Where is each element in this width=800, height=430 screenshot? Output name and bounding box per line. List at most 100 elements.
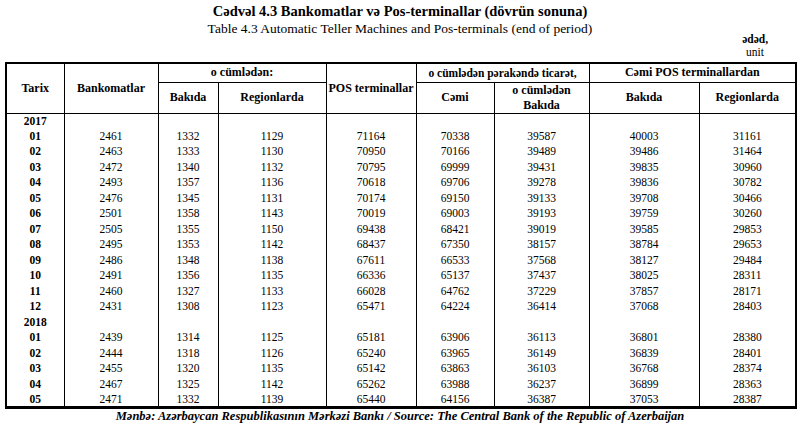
value-cell: 1142 xyxy=(218,377,326,393)
value-cell: 65181 xyxy=(326,330,416,346)
value-cell: 1139 xyxy=(218,392,326,408)
month-label: 05 xyxy=(6,392,64,408)
value-cell: 30960 xyxy=(699,160,796,176)
value-cell: 36801 xyxy=(589,330,699,346)
data-table: Tarix Bankomatlar o cümlədən: POS termin… xyxy=(5,62,797,409)
value-cell: 36113 xyxy=(494,330,589,346)
month-label: 12 xyxy=(6,299,64,315)
table-body: 2017012461133211297116470338395874000331… xyxy=(6,113,796,408)
value-cell: 2463 xyxy=(64,144,158,160)
value-cell: 70795 xyxy=(326,160,416,176)
table-row: 102491135611356633665137374373802528311 xyxy=(6,268,796,284)
table-row: 012461133211297116470338395874000331161 xyxy=(6,129,796,145)
value-cell: 36387 xyxy=(494,392,589,408)
value-cell: 63863 xyxy=(416,361,494,377)
value-cell: 1314 xyxy=(158,330,218,346)
value-cell: 1131 xyxy=(218,191,326,207)
value-cell: 64762 xyxy=(416,284,494,300)
year-row: 2018 xyxy=(6,315,796,331)
value-cell: 40003 xyxy=(589,129,699,145)
value-cell: 37437 xyxy=(494,268,589,284)
value-cell: 30260 xyxy=(699,206,796,222)
value-cell: 1125 xyxy=(218,330,326,346)
empty-cell xyxy=(64,113,158,129)
value-cell: 1358 xyxy=(158,206,218,222)
value-cell: 1332 xyxy=(158,392,218,408)
unit-note: ədəd, unit xyxy=(742,33,768,59)
value-cell: 1135 xyxy=(218,361,326,377)
col-header-o-cumladan-bakida: o cümlədən Bakıda xyxy=(494,82,589,113)
empty-cell xyxy=(494,315,589,331)
col-header-cami: Cəmi xyxy=(416,82,494,113)
empty-cell xyxy=(589,315,699,331)
empty-cell xyxy=(699,113,796,129)
value-cell: 1318 xyxy=(158,346,218,362)
value-cell: 70174 xyxy=(326,191,416,207)
value-cell: 63988 xyxy=(416,377,494,393)
col-header-bankomatlar: Bankomatlar xyxy=(64,63,158,113)
table-row: 022463133311307095070166394893948631464 xyxy=(6,144,796,160)
value-cell: 37053 xyxy=(589,392,699,408)
table-row: 032472134011327079569999394313983530960 xyxy=(6,160,796,176)
page-title: Cədvəl 4.3 Bankomatlar və Pos-terminalla… xyxy=(0,3,800,20)
value-cell: 38157 xyxy=(494,237,589,253)
value-cell: 65137 xyxy=(416,268,494,284)
table-row: 052471133211396544064156363873705328387 xyxy=(6,392,796,408)
table-row: 112460132711336602864762372293785728171 xyxy=(6,284,796,300)
value-cell: 36768 xyxy=(589,361,699,377)
value-cell: 69999 xyxy=(416,160,494,176)
value-cell: 2501 xyxy=(64,206,158,222)
value-cell: 2495 xyxy=(64,237,158,253)
empty-cell xyxy=(326,113,416,129)
value-cell: 39708 xyxy=(589,191,699,207)
value-cell: 1332 xyxy=(158,129,218,145)
value-cell: 69706 xyxy=(416,175,494,191)
value-cell: 2505 xyxy=(64,222,158,238)
value-cell: 29853 xyxy=(699,222,796,238)
value-cell: 1132 xyxy=(218,160,326,176)
value-cell: 1357 xyxy=(158,175,218,191)
month-label: 07 xyxy=(6,222,64,238)
value-cell: 30782 xyxy=(699,175,796,191)
value-cell: 38784 xyxy=(589,237,699,253)
empty-cell xyxy=(64,315,158,331)
value-cell: 2491 xyxy=(64,268,158,284)
value-cell: 28380 xyxy=(699,330,796,346)
value-cell: 65471 xyxy=(326,299,416,315)
value-cell: 64224 xyxy=(416,299,494,315)
month-label: 02 xyxy=(6,346,64,362)
value-cell: 36149 xyxy=(494,346,589,362)
month-label: 01 xyxy=(6,129,64,145)
col-group-o-cumladan: o cümlədən: xyxy=(158,63,326,82)
value-cell: 67611 xyxy=(326,253,416,269)
value-cell: 2476 xyxy=(64,191,158,207)
value-cell: 64156 xyxy=(416,392,494,408)
value-cell: 65240 xyxy=(326,346,416,362)
month-label: 03 xyxy=(6,160,64,176)
value-cell: 29653 xyxy=(699,237,796,253)
value-cell: 39019 xyxy=(494,222,589,238)
value-cell: 1356 xyxy=(158,268,218,284)
value-cell: 37568 xyxy=(494,253,589,269)
empty-cell xyxy=(416,113,494,129)
month-label: 01 xyxy=(6,330,64,346)
year-label: 2018 xyxy=(6,315,64,331)
value-cell: 69003 xyxy=(416,206,494,222)
table-row: 042467132511426526263988362373689928363 xyxy=(6,377,796,393)
value-cell: 1135 xyxy=(218,268,326,284)
col-header-tarix: Tarix xyxy=(6,63,64,113)
value-cell: 38127 xyxy=(589,253,699,269)
value-cell: 68437 xyxy=(326,237,416,253)
value-cell: 68421 xyxy=(416,222,494,238)
value-cell: 2472 xyxy=(64,160,158,176)
month-label: 06 xyxy=(6,206,64,222)
empty-cell xyxy=(218,113,326,129)
col-header-bakida: Bakıda xyxy=(158,82,218,113)
value-cell: 63906 xyxy=(416,330,494,346)
value-cell: 1320 xyxy=(158,361,218,377)
value-cell: 1138 xyxy=(218,253,326,269)
value-cell: 36103 xyxy=(494,361,589,377)
value-cell: 1123 xyxy=(218,299,326,315)
col-group-cami-pos-terminallardan: Cəmi POS terminallardan xyxy=(589,63,796,82)
month-label: 03 xyxy=(6,361,64,377)
